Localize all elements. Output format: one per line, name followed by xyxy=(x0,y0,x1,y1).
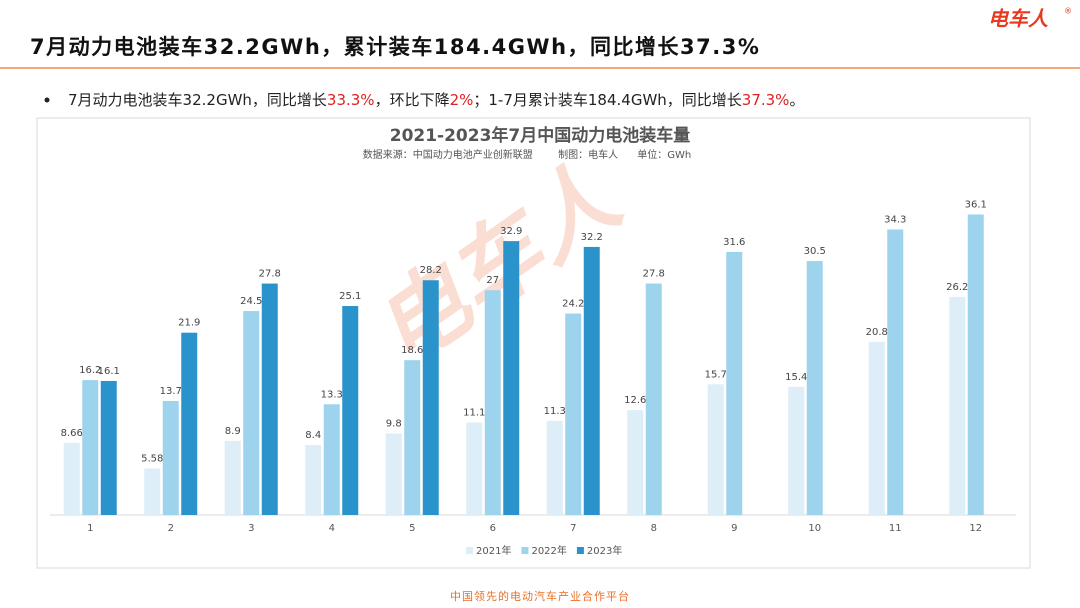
x-tick-label: 7 xyxy=(570,523,576,534)
data-label: 8.9 xyxy=(225,426,241,437)
chart-frame xyxy=(36,117,1031,569)
bar xyxy=(583,246,600,515)
data-label: 5.58 xyxy=(141,454,163,465)
plot: 18.6616.216.125.5813.721.938.924.527.848… xyxy=(50,199,1016,557)
bullet-segment: 37.3% xyxy=(742,91,790,109)
data-label: 24.2 xyxy=(562,299,584,310)
data-label: 9.8 xyxy=(386,418,402,429)
data-label: 28.2 xyxy=(420,265,442,276)
chart-subtitle: 数据来源：中国动力电池产业创新联盟 制图：电车人 单位：GWh xyxy=(363,148,691,161)
slide-title: 7月动力电池装车32.2GWh，累计装车184.4GWh，同比增长37.3% xyxy=(30,35,760,59)
bar xyxy=(484,290,501,515)
data-label: 11.1 xyxy=(463,408,485,419)
bar xyxy=(261,283,278,515)
data-label: 15.7 xyxy=(705,369,727,380)
bar xyxy=(224,440,241,515)
bar xyxy=(788,386,805,515)
bar xyxy=(404,360,421,515)
data-label: 25.1 xyxy=(339,291,361,302)
bar xyxy=(181,332,198,515)
bar xyxy=(887,229,904,515)
bullet-segment: 33.3% xyxy=(327,91,375,109)
bar xyxy=(726,251,743,515)
data-label: 8.4 xyxy=(305,430,321,441)
data-label: 31.6 xyxy=(723,237,745,248)
data-label: 34.3 xyxy=(884,214,906,225)
x-tick-label: 2 xyxy=(168,523,174,534)
x-tick-label: 1 xyxy=(87,523,93,534)
bar xyxy=(806,261,823,515)
legend-label: 2022年 xyxy=(531,544,566,557)
bar xyxy=(342,306,359,515)
x-tick-label: 4 xyxy=(329,523,335,534)
data-label: 24.5 xyxy=(240,296,262,307)
bar xyxy=(466,422,483,515)
bar xyxy=(503,241,520,516)
bullet-segment: 。 xyxy=(789,91,804,109)
x-tick-label: 8 xyxy=(651,523,657,534)
data-label: 15.4 xyxy=(785,372,807,383)
bar xyxy=(967,214,984,515)
x-tick-label: 11 xyxy=(889,523,902,534)
data-label: 20.8 xyxy=(866,327,888,338)
logo-mark: ® xyxy=(1064,7,1072,16)
x-tick-label: 10 xyxy=(808,523,821,534)
bar xyxy=(707,384,724,515)
data-label: 27.8 xyxy=(643,269,665,280)
bar xyxy=(385,433,402,515)
data-label: 12.6 xyxy=(624,395,646,406)
bar xyxy=(949,296,966,515)
data-label: 26.2 xyxy=(946,282,968,293)
data-label: 30.5 xyxy=(804,246,826,257)
chart-title: 2021-2023年7月中国动力电池装车量 xyxy=(390,125,691,146)
data-label: 13.3 xyxy=(321,389,343,400)
bar xyxy=(144,468,161,515)
bullet-text: 7月动力电池装车32.2GWh，同比增长33.3%，环比下降2%；1-7月累计装… xyxy=(68,91,804,109)
bar xyxy=(63,442,80,515)
bullet-segment: 2% xyxy=(450,91,474,109)
bar xyxy=(100,380,117,515)
legend-swatch xyxy=(521,547,529,554)
x-tick-label: 9 xyxy=(731,523,737,534)
x-tick-label: 3 xyxy=(248,523,254,534)
bar xyxy=(162,400,179,515)
bar xyxy=(868,341,885,515)
x-tick-label: 5 xyxy=(409,523,415,534)
bullet-segment: ，环比下降 xyxy=(375,91,450,109)
bullet-segment: ；1-7月累计装车184.4GWh，同比增长 xyxy=(473,91,741,109)
data-label: 11.3 xyxy=(544,406,566,417)
data-label: 8.66 xyxy=(61,428,83,439)
bar xyxy=(422,280,439,515)
legend-swatch xyxy=(466,547,473,554)
bar xyxy=(645,283,662,515)
logo: 电车人 xyxy=(988,7,1049,31)
bar xyxy=(627,410,644,515)
bar xyxy=(546,420,563,515)
data-label: 13.7 xyxy=(160,386,182,397)
bar xyxy=(305,445,322,515)
legend-label: 2021年 xyxy=(476,544,511,557)
data-label: 27.8 xyxy=(259,269,281,280)
legend-label: 2023年 xyxy=(587,544,622,557)
data-label: 36.1 xyxy=(965,199,987,210)
bar xyxy=(323,404,340,515)
footer: 中国领先的电动汽车产业合作平台 xyxy=(450,589,630,603)
data-label: 16.2 xyxy=(79,365,101,376)
bar xyxy=(82,380,99,515)
legend-swatch xyxy=(576,547,584,554)
bullet-dot xyxy=(44,97,50,103)
bar xyxy=(565,313,582,515)
data-label: 21.9 xyxy=(178,318,200,329)
data-label: 32.2 xyxy=(581,232,603,243)
data-label: 27 xyxy=(486,275,499,286)
bar xyxy=(243,311,260,515)
x-tick-label: 6 xyxy=(490,523,496,534)
bullet-segment: 7月动力电池装车32.2GWh，同比增长 xyxy=(68,91,327,109)
x-tick-label: 12 xyxy=(969,523,982,534)
data-label: 16.1 xyxy=(98,366,120,377)
data-label: 18.6 xyxy=(401,345,423,356)
data-label: 32.9 xyxy=(500,226,522,237)
